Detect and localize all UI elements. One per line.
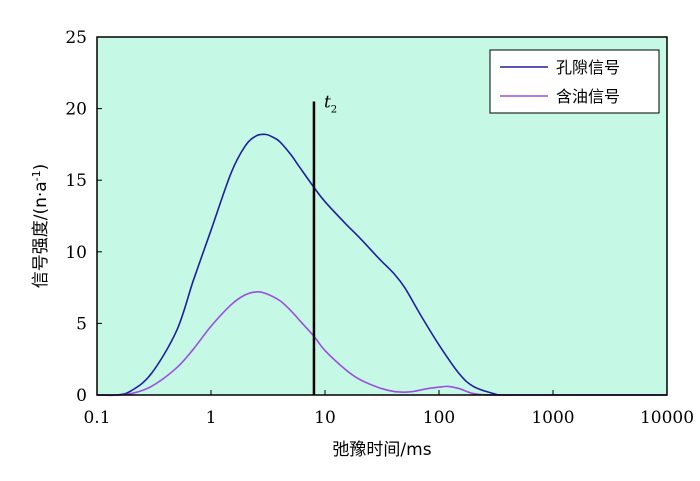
y-axis-label-close: ): [31, 164, 51, 171]
y-axis: 0 5 10 15 20 25: [65, 28, 102, 406]
x-tick-label: 1: [206, 408, 217, 428]
x-tick-label: 10: [314, 408, 336, 428]
y-tick-label: 10: [65, 243, 87, 263]
plot-frame: [96, 36, 668, 396]
y-axis-label-superscript: -1: [30, 170, 43, 181]
y-tick-label: 20: [65, 100, 87, 120]
y-tick-label: 5: [76, 314, 87, 334]
y-tick-label: 25: [65, 28, 87, 48]
y-tick-label: 0: [76, 386, 87, 406]
y-tick-label: 15: [65, 171, 87, 191]
t2-cutoff-label: t2: [324, 92, 337, 115]
series-line-oil-signal: [96, 291, 667, 396]
legend-label-oil-signal: 含油信号: [556, 87, 620, 106]
y-axis-label: 信号强度/(n·a-1): [30, 164, 51, 289]
legend-label-pore-signal: 孔隙信号: [556, 58, 620, 77]
x-tick-label: 0.1: [83, 408, 110, 428]
x-axis: 0.1 1 10 100 1000 10000: [83, 390, 694, 428]
x-tick-label: 10000: [640, 408, 694, 428]
legend-box: [489, 49, 660, 114]
x-axis-label: 弛豫时间/ms: [332, 440, 431, 460]
legend: 孔隙信号 含油信号: [489, 49, 660, 114]
annotation-layer: t2: [312, 92, 337, 395]
x-tick-label: 100: [423, 408, 455, 428]
y-axis-label-main: 信号强度/(n·a: [31, 181, 51, 288]
x-tick-label: 1000: [531, 408, 574, 428]
